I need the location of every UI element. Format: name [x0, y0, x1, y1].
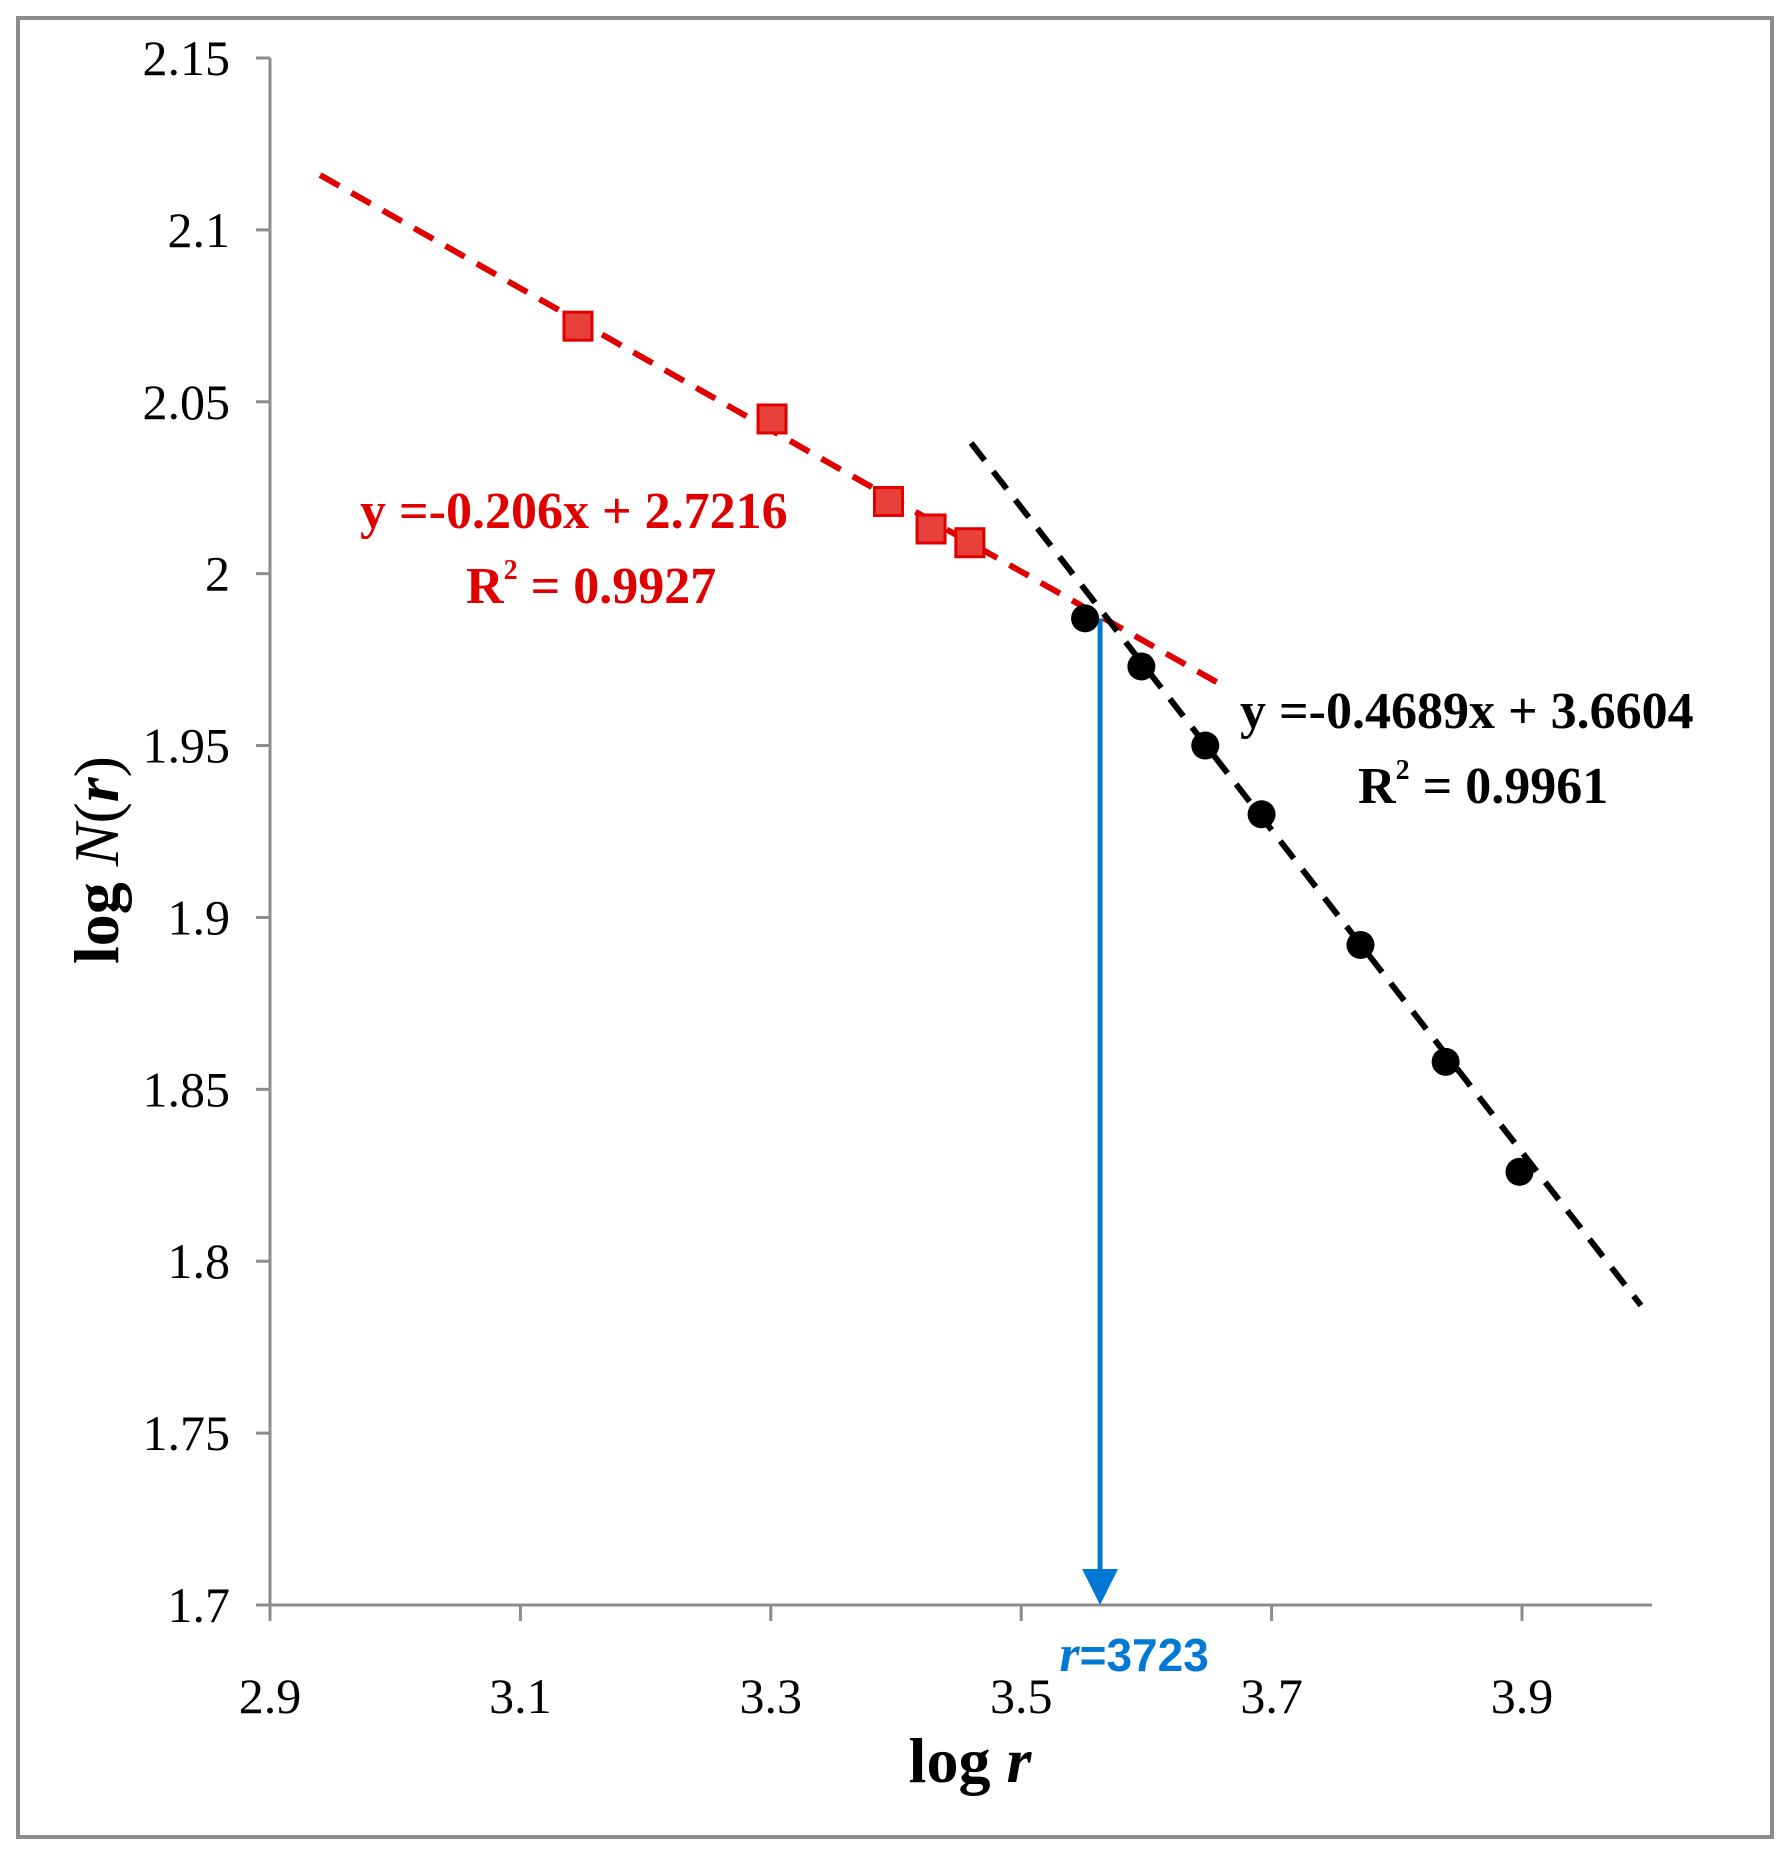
black-r2-text: R2 = 0.9961	[1358, 755, 1608, 815]
black-circle-point	[1346, 930, 1375, 959]
black-circle-point	[1431, 1047, 1460, 1076]
threshold-arrow-head	[1082, 1569, 1119, 1605]
black-circle-point	[1071, 604, 1100, 633]
y-tick-label: 2.1	[168, 202, 231, 258]
black-circle-point	[1505, 1157, 1534, 1186]
data-points	[562, 310, 1534, 1186]
black-equation-text: y =-0.4689x + 3.6604	[1240, 683, 1694, 740]
red-square-point	[756, 403, 788, 435]
y-tick-label: 2.15	[143, 30, 231, 86]
x-tick-label: 3.9	[1491, 1668, 1554, 1724]
threshold-annotation: r=3723	[1059, 618, 1209, 1683]
y-tick-label: 1.7	[168, 1577, 231, 1633]
y-tick-label: 1.9	[168, 889, 231, 945]
chart-frame	[16, 16, 1774, 1839]
y-tick-label: 2	[205, 546, 230, 602]
x-tick-label: 2.9	[239, 1668, 302, 1724]
red-square-point	[954, 527, 986, 559]
x-tick-label: 3.1	[489, 1668, 552, 1724]
red-equation-text: y =-0.206x + 2.7216	[360, 483, 788, 540]
y-ticks: 1.7 1.75 1.8 1.85 1.9 1.95 2 2.05 2.1 2.15	[143, 30, 270, 1633]
y-tick-label: 1.75	[143, 1405, 231, 1461]
red-square-point	[872, 485, 904, 517]
black-fit-equation: y =-0.4689x + 3.6604 R2 = 0.9961	[1240, 683, 1694, 815]
threshold-label: r=3723	[1059, 1626, 1208, 1683]
y-tick-label: 1.85	[143, 1061, 231, 1117]
black-circle-point	[1191, 731, 1220, 760]
y-tick-label: 1.95	[143, 718, 231, 774]
black-circle-point	[1127, 652, 1156, 681]
red-fit-equation: y =-0.206x + 2.7216 R2 = 0.9927	[360, 483, 788, 615]
red-square-point	[915, 513, 947, 545]
y-tick-label: 2.05	[143, 374, 231, 430]
black-circle-point	[1247, 800, 1276, 829]
axes: 1.7 1.75 1.8 1.85 1.9 1.95 2 2.05 2.1 2.15 2.9 3.1…	[143, 30, 1652, 1724]
black-fit-line	[968, 441, 1644, 1308]
x-axis-title: log r	[909, 1725, 1033, 1796]
x-tick-label: 3.7	[1240, 1668, 1303, 1724]
x-tick-label: 3.3	[740, 1668, 803, 1724]
red-square-point	[562, 310, 594, 342]
red-r2-text: R2 = 0.9927	[466, 555, 716, 615]
x-tick-label: 3.5	[990, 1668, 1053, 1724]
y-tick-label: 1.8	[168, 1233, 231, 1289]
x-ticks: 2.9 3.1 3.3 3.5 3.7 3.9	[239, 1605, 1554, 1724]
y-axis-title: log N(r)	[61, 756, 132, 964]
